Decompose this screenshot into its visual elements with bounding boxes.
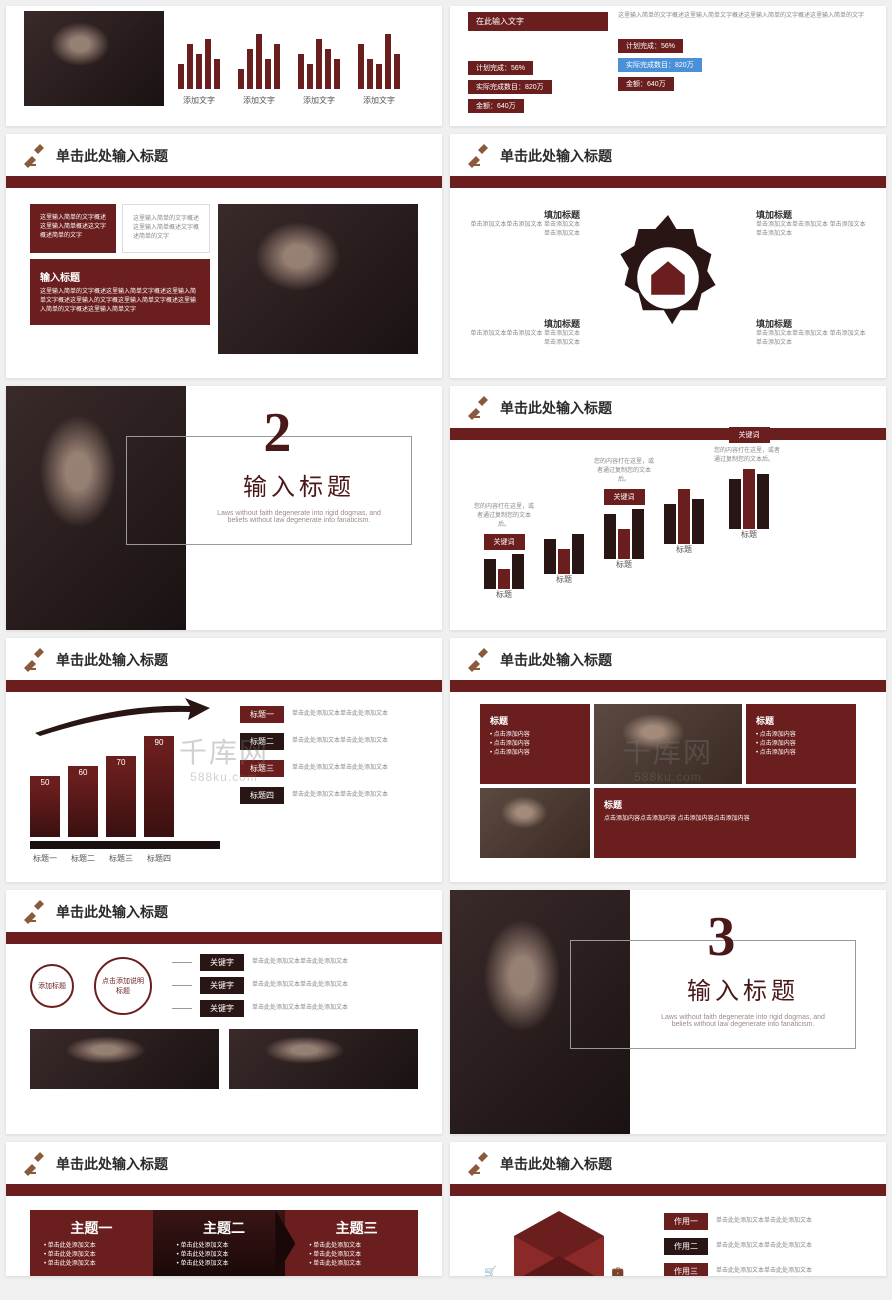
envelope-icon [474,1206,644,1276]
slide-8: 单击此处输入标题 标题• 点击添加内容• 点击添加内容• 点击添加内容 标题• … [450,638,886,882]
slide-5-section: 2 输入标题 Laws without faith degenerate int… [6,386,442,630]
bar-chart-1 [178,29,220,89]
people-photo-2 [229,1029,418,1089]
arrow-label: 在此输入文字 [468,12,608,31]
arrow-icon [30,698,210,738]
circle-2: 点击添加说明标题 [94,957,152,1015]
person-photo [218,204,418,354]
gavel-icon [24,1152,48,1176]
gavel-icon [468,144,492,168]
slide-12: 单击此处输入标题 🛒 💼 作用一单击此处添加文本单击此处添加文本 作用二单击此处… [450,1142,886,1276]
slide-6: 单击此处输入标题 您的内容打在这里，或者通过复制您的文本后。关键词标题 标题 您… [450,386,886,630]
gear-icon [598,208,738,348]
slide-9: 单击此处输入标题 添加标题 点击添加说明标题 关键字单击此处添加文本单击此处添加… [6,890,442,1134]
gavel-icon [24,144,48,168]
gavel-icon [468,1152,492,1176]
section-number: 2 [263,401,291,465]
slide-7: 单击此处输入标题 50 60 70 90 标题一标题二标题三标题四 标题一单击此… [6,638,442,882]
section-title: 输入标题 [207,467,391,502]
chart-label: 添加文字 [183,95,215,106]
slide-10-section: 3 输入标题 Laws without faith degenerate int… [450,890,886,1134]
slide-2: 在此输入文字 计划完成：56%实际完成数目：820万金额：640万 这里输入简单… [450,6,886,126]
person-photo [24,11,164,106]
slide-11: 单击此处输入标题 主题一• 单击此处添加文本• 单击此处添加文本• 单击此处添加… [6,1142,442,1276]
slide-1: 添加文字 添加文字 添加文字 添加文字 [6,6,442,126]
gavel-icon [24,900,48,924]
circle-1: 添加标题 [30,964,74,1008]
section-title: 输入标题 [651,971,835,1006]
gavel-icon [468,396,492,420]
gavel-icon [468,648,492,672]
gavel-icon [24,648,48,672]
keyboard-photo [594,704,742,784]
section-number: 3 [707,905,735,969]
gavel-photo [480,788,590,858]
slide-3: 单击此处输入标题 这里输入简单的文字概述这里输入简单概述这文字概述简单的文字 这… [6,134,442,378]
slide-title: 单击此处输入标题 [56,146,168,166]
slide-4: 单击此处输入标题 填加标题单击添加文本单击添加文本 单击添加文本单击添加文本 填… [450,134,886,378]
people-photo-1 [30,1029,219,1089]
